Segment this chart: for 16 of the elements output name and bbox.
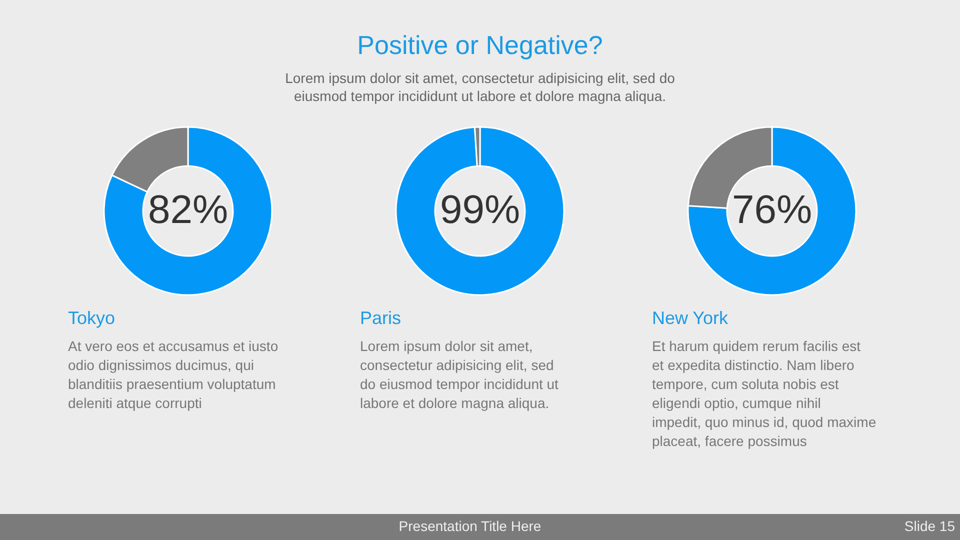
text: New York [652,308,730,328]
donut-slice [395,126,565,296]
text: At vero eos et accusamus et iusto odio dignissimos ducimus, qui blanditiis praesentium voluptatum deleniti atque corrupti [68,338,278,411]
data-label: 76% [732,188,812,232]
donut-slice [687,126,857,296]
text: Positive or Negative? [357,30,603,60]
text: Tokyo [68,308,116,328]
text: Presentation Title Here [398,518,542,534]
data-label: 99% [440,188,520,232]
text: Slide 15 [904,518,956,534]
text: Lorem ipsum dolor sit amet, consectetur adipisicing elit, sed do eiusmod tempor incididunt ut labore et dolore magna aliqua. [285,70,676,104]
text: Lorem ipsum dolor sit amet, consectetur adipisicing elit, sed do eiusmod tempor incididunt ut labore et dolore magna aliqua. [360,338,559,411]
text: Paris [360,308,402,328]
donut-slice [103,126,273,296]
text: Et harum quidem rerum facilis est et expedita distinctio. Nam libero tempore, cum soluta nobis est eligendi optio, cumque nihil impedit, quo minus id, quod maxime placeat, facere possimus [652,338,876,449]
data-label: 82% [148,188,228,232]
